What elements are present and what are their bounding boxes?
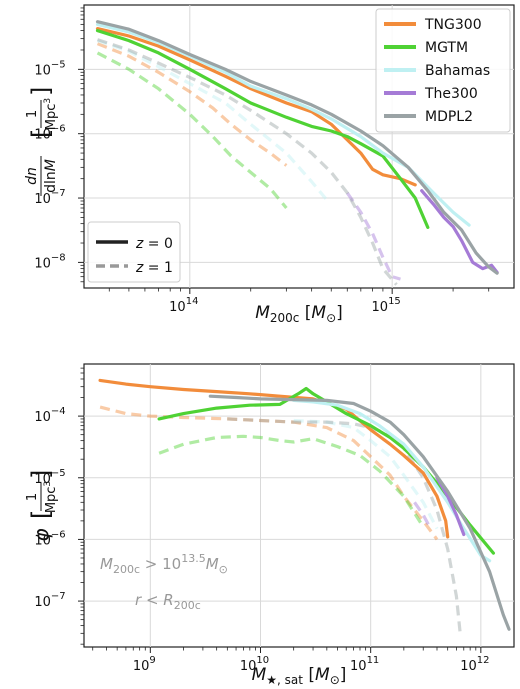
- legend-label-the300: The300: [424, 86, 478, 102]
- svg-text:dn: dn: [24, 167, 40, 185]
- series-mdpl2-z0-line: [208, 394, 511, 631]
- x-tick-labels: 109 1010 1011 1012: [133, 655, 490, 674]
- svg-text:1: 1: [25, 110, 40, 118]
- x-tick-label: 1010: [240, 655, 269, 674]
- series-tng300-z1-line: [96, 42, 288, 167]
- legend: TNG300 MGTM Bahamas The300 MDPL2: [375, 8, 511, 133]
- x-tick-label: 1015: [372, 296, 401, 315]
- grid: [78, 364, 514, 653]
- series-bahamas-z0-line: [95, 22, 471, 227]
- series-tng300-z1-line: [99, 405, 439, 541]
- svg-text:Mpc3: Mpc3: [43, 98, 59, 130]
- legend-label-mgtm: MGTM: [425, 40, 468, 56]
- x-tick-label: 1011: [350, 655, 379, 674]
- y-tick-label: 10−6: [34, 124, 65, 143]
- y-tick-label: 10−5: [34, 59, 65, 78]
- legend-label-mdpl2: MDPL2: [425, 109, 473, 125]
- legend-label-z0: z = 0: [135, 236, 173, 252]
- series-mgtm-z0-line: [95, 29, 430, 229]
- svg-text:]: ]: [27, 470, 55, 479]
- legend-label-tng300: TNG300: [424, 17, 482, 33]
- x-tick-label: 1014: [169, 296, 198, 315]
- series-bahamas-z1-line: [96, 39, 329, 203]
- y-tick-label: 10−5: [34, 468, 65, 487]
- legend-frame: [375, 8, 511, 133]
- svg-text:[: [: [27, 510, 55, 519]
- annotation-radius-cut: r < R200c: [135, 591, 201, 612]
- satellite-mass-function-panel: 109 1010 1011 1012 10−7 10−6 10−5 10−4 M200c >…: [25, 363, 515, 687]
- svg-text:1: 1: [25, 493, 40, 501]
- x-tick-label: 1012: [460, 655, 489, 674]
- redshift-legend: z = 0 z = 1: [87, 221, 181, 283]
- series-lines: [95, 20, 499, 286]
- series-bahamas-z1-line: [293, 418, 439, 530]
- y-tick-label: 10−4: [34, 406, 65, 425]
- series-bahamas-z0-line: [292, 398, 492, 563]
- x-axis-label: M★, sat [M⊙]: [252, 665, 347, 687]
- halo-mass-function-panel: 1014 1015 10−8 10−7 10−6 10−5 TNG300 MGTM Baha…: [24, 4, 515, 325]
- x-tick-label: 109: [133, 655, 156, 674]
- annotation-mass-cut: M200c > 1013.5M⊙: [100, 552, 228, 576]
- y-tick-labels: 10−8 10−7 10−6 10−5: [34, 59, 65, 271]
- series-lines: [98, 378, 511, 634]
- series-tng300-z0-line: [95, 27, 417, 187]
- svg-text:Mpc3: Mpc3: [43, 481, 59, 513]
- x-tick-labels: 1014 1015: [169, 296, 401, 315]
- svg-text:dlnM: dlnM: [43, 159, 59, 193]
- y-tick-label: 10−6: [34, 529, 65, 548]
- series-mgtm-z1-line: [158, 434, 425, 528]
- series-mdpl2-z1-line: [96, 38, 398, 286]
- y-axis-label: dn dlnM [ 1 Mpc3 ]: [24, 87, 59, 196]
- series-mdpl2-z0-line: [95, 20, 499, 275]
- svg-text:]: ]: [27, 87, 55, 96]
- series-the300-z1-line: [413, 501, 433, 530]
- legend-label-z1: z = 1: [135, 260, 173, 276]
- legend-label-bahamas: Bahamas: [425, 63, 490, 79]
- svg-text:φ: φ: [29, 528, 53, 541]
- series-the300-z0-line: [435, 476, 466, 537]
- y-tick-label: 10−8: [34, 252, 65, 271]
- y-tick-labels: 10−7 10−6 10−5 10−4: [34, 406, 65, 610]
- y-axis-label: φ [ 1 Mpc3 ]: [25, 470, 59, 542]
- x-axis-label: M200c [M⊙]: [255, 303, 343, 325]
- series-mgtm-z1-line: [96, 51, 288, 210]
- y-tick-label: 10−7: [34, 188, 65, 207]
- svg-text:[: [: [27, 129, 55, 138]
- series-the300-z1-line: [345, 191, 401, 281]
- plot-frame: [83, 363, 515, 648]
- y-tick-label: 10−7: [34, 591, 65, 610]
